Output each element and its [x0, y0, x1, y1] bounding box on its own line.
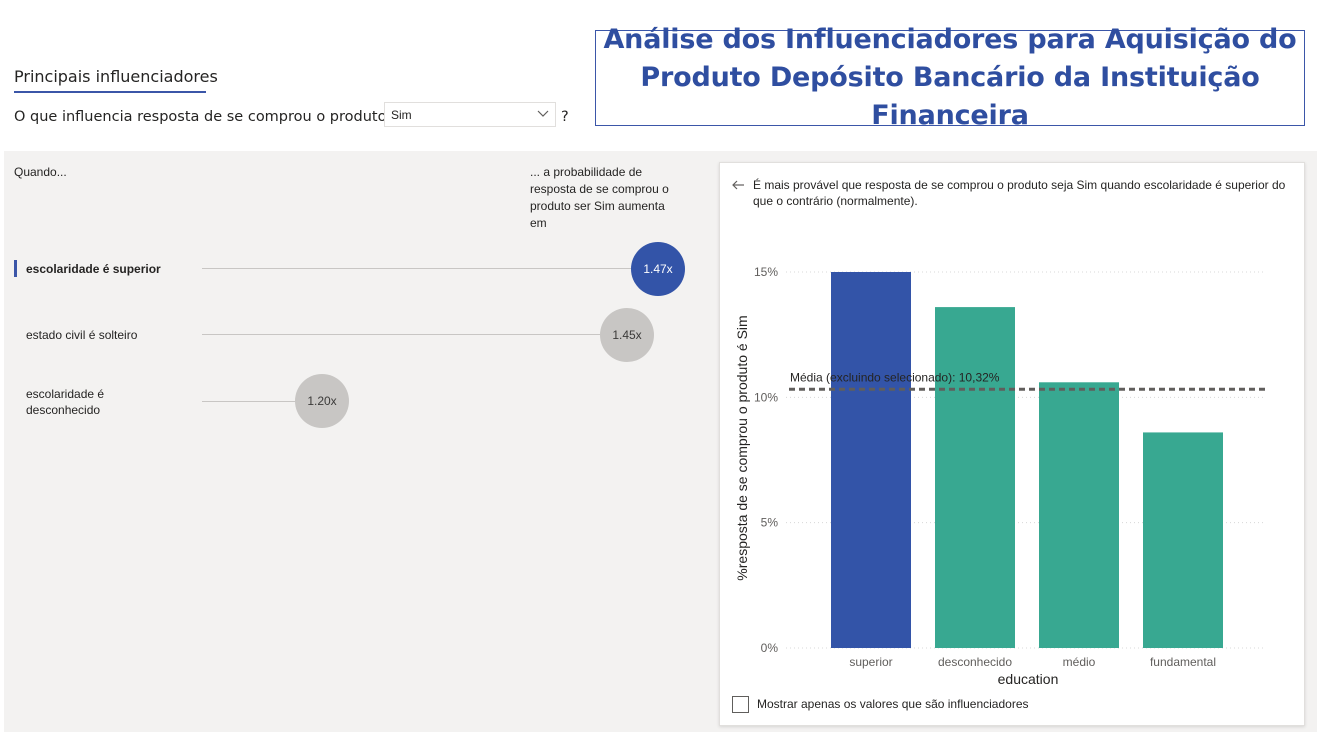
- influencer-line: [202, 401, 298, 402]
- chevron-down-icon: [537, 110, 549, 117]
- bar[interactable]: [1039, 382, 1119, 648]
- influencer-label[interactable]: escolaridade é desconhecido: [26, 387, 105, 417]
- detail-description: É mais provável que resposta de se compr…: [753, 178, 1286, 208]
- when-label: Quando...: [14, 165, 67, 179]
- y-tick-label: 5%: [761, 516, 779, 530]
- report-title: Análise dos Influenciadores para Aquisiç…: [595, 24, 1305, 131]
- influencer-label[interactable]: escolaridade é superior: [26, 262, 161, 276]
- influencer-value: 1.47x: [643, 262, 673, 276]
- y-tick-label: 15%: [754, 265, 778, 279]
- x-tick-label: médio: [1063, 655, 1096, 669]
- influencer-value: 1.45x: [612, 328, 642, 342]
- average-label: Média (excluindo selecionado): 10,32%: [790, 370, 1000, 384]
- show-only-influencers-label[interactable]: Mostrar apenas os valores que são influe…: [757, 697, 1029, 711]
- back-arrow-icon[interactable]: [731, 178, 745, 192]
- y-tick-label: 0%: [761, 641, 779, 655]
- y-tick-label: 10%: [754, 390, 778, 404]
- x-axis-label: education: [998, 671, 1059, 687]
- influencer-bubble[interactable]: 1.20x: [295, 374, 349, 428]
- influencer-bubble[interactable]: 1.47x: [631, 242, 685, 296]
- report-title-line-1: Análise dos Influenciadores para Aquisiç…: [603, 24, 1297, 55]
- question-suffix: ?: [561, 109, 569, 125]
- selected-indicator: [14, 260, 17, 277]
- show-only-influencers-checkbox[interactable]: [732, 696, 749, 713]
- x-tick-label: superior: [849, 655, 892, 669]
- influencer-line: [202, 334, 602, 335]
- x-tick-label: desconhecido: [938, 655, 1012, 669]
- tab-key-influencers[interactable]: Principais influenciadores: [14, 67, 218, 86]
- bar[interactable]: [831, 272, 911, 648]
- x-tick-label: fundamental: [1150, 655, 1216, 669]
- influencer-line: [202, 268, 632, 269]
- influencer-value: 1.20x: [307, 394, 337, 408]
- influencer-label[interactable]: estado civil é solteiro: [26, 328, 138, 342]
- y-axis-label: %resposta de se comprou o produto é Sim: [734, 315, 750, 580]
- education-bar-chart: 0% 5% 10% 15% superior desconhecido médio funda…: [734, 265, 1265, 687]
- target-value-dropdown[interactable]: Sim: [384, 102, 556, 127]
- question-prefix: O que influencia resposta de se comprou …: [14, 109, 428, 125]
- report-title-line-2: Produto Depósito Bancário da Instituição…: [640, 62, 1260, 131]
- dropdown-selected-value: Sim: [391, 108, 412, 122]
- bar[interactable]: [935, 307, 1015, 648]
- bar[interactable]: [1143, 432, 1223, 648]
- influencer-bubble[interactable]: 1.45x: [600, 308, 654, 362]
- tab-active-underline: [14, 91, 206, 93]
- probability-label: ... a probabilidade de resposta de se co…: [530, 165, 669, 230]
